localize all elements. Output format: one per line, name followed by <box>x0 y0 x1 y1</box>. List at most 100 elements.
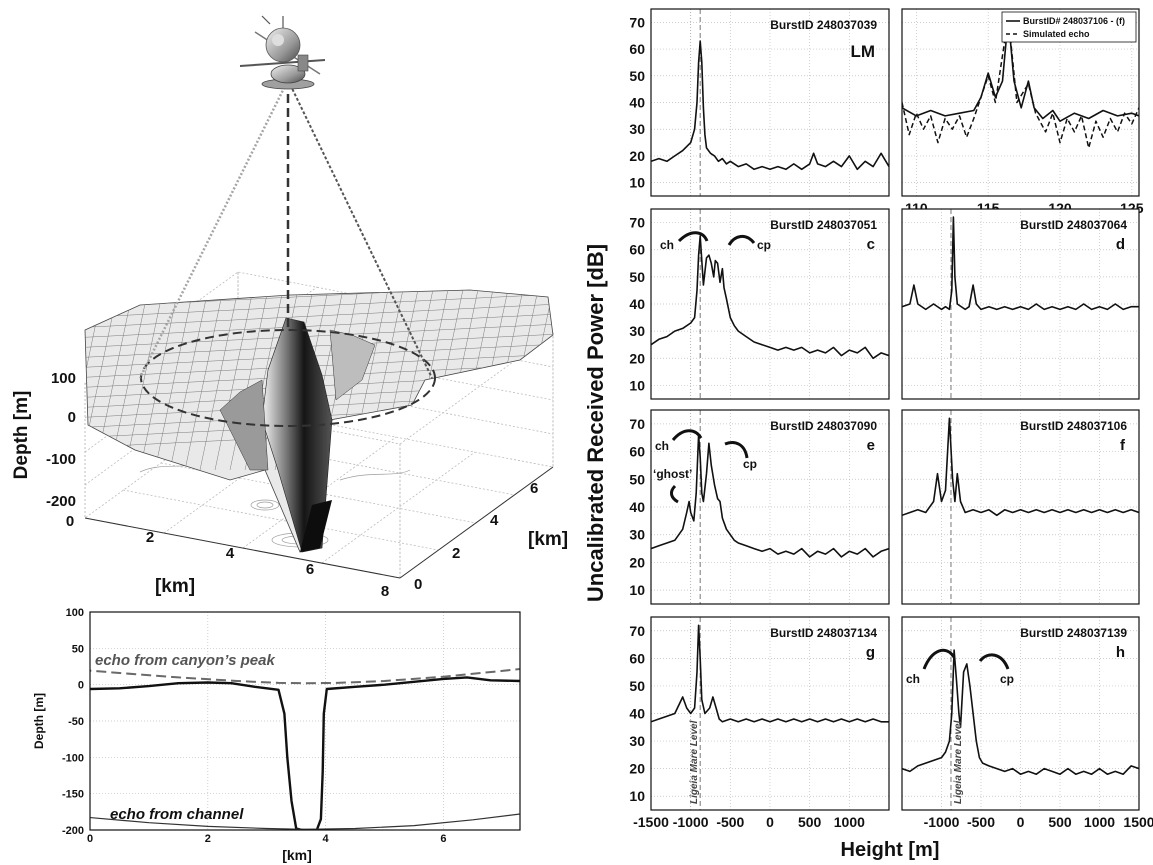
plot-frame <box>650 616 890 811</box>
annotation-cp: cp <box>743 457 757 471</box>
plot-frame <box>901 8 1140 197</box>
surface-ztick: -100 <box>46 451 76 468</box>
series-line <box>651 624 889 723</box>
series-line <box>90 676 520 830</box>
series-line <box>902 417 1139 517</box>
plot-frame <box>650 8 890 197</box>
y-tick-label: 50 <box>72 643 84 655</box>
x-tick-label: -500 <box>967 814 995 830</box>
y-tick-label: 30 <box>629 527 645 543</box>
x-tick-label: 1000 <box>1084 814 1115 830</box>
panel-letter: c <box>867 236 875 253</box>
y-tick-label: 40 <box>629 499 645 515</box>
annotation-channel: echo from channel <box>110 806 244 823</box>
y-tick-label: 10 <box>629 582 645 598</box>
annotation-cp: cp <box>1000 672 1014 686</box>
surface-ytick: 0 <box>414 576 422 593</box>
y-tick-label: 70 <box>629 14 645 30</box>
y-tick-label: 50 <box>629 68 645 84</box>
annotation-arrow <box>978 653 1010 670</box>
terrain-surface <box>84 289 554 553</box>
y-tick-label: -150 <box>62 789 84 801</box>
x-tick-label: 0 <box>87 833 93 845</box>
surface-xtick: 8 <box>381 583 389 600</box>
mesh-line <box>85 293 553 319</box>
y-tick-label: -100 <box>62 752 84 764</box>
mesh-line <box>85 303 553 329</box>
panel-letter: g <box>866 644 875 661</box>
mesh-line <box>85 313 553 339</box>
y-tick-label: 50 <box>629 678 645 694</box>
panel-c-chart: 10 20 30 40 50 60 70 BurstID 248037051 c ch cp <box>629 208 890 400</box>
surface-ztick: 100 <box>51 370 76 387</box>
surface-xtick: 0 <box>66 513 74 530</box>
panel-letter: f <box>1120 437 1126 454</box>
figure-ylabel: Uncalibrated Received Power [dB] <box>583 244 608 602</box>
series-line <box>902 216 1139 311</box>
series-line <box>902 649 1139 775</box>
x-tick-label: 4 <box>323 833 330 845</box>
panel-lm-chart: 10 20 30 40 50 60 70 BurstID 248037039 LM <box>629 8 890 197</box>
plot-frame <box>650 208 890 400</box>
series-line <box>90 813 520 830</box>
mesh-line <box>184 290 226 471</box>
ligeia-label-g: Ligeia Mare Level <box>689 720 700 804</box>
panel-letter: e <box>867 437 875 454</box>
plot-frame <box>901 616 1140 811</box>
beam-lines <box>138 79 433 379</box>
y-tick-label: -50 <box>68 716 84 728</box>
panel-letter: h <box>1116 644 1125 661</box>
x-tick-label: 1000 <box>834 814 865 830</box>
profile-xlabel: [km] <box>282 847 312 863</box>
annotation-arrow <box>922 648 956 670</box>
y-tick-label: 40 <box>629 296 645 312</box>
x-tick-label: 0 <box>1017 814 1025 830</box>
annotation-cp: cp <box>757 238 771 252</box>
annotation-arrow <box>677 231 709 243</box>
y-tick-label: 60 <box>629 650 645 666</box>
annotation-arrow <box>727 235 756 246</box>
annotation-ch: ch <box>906 672 920 686</box>
y-tick-label: 70 <box>629 215 645 231</box>
y-tick-label: 20 <box>629 761 645 777</box>
y-tick-label: 10 <box>629 175 645 191</box>
surface-xtick: 4 <box>226 545 235 562</box>
annotation-arrow <box>669 484 679 504</box>
series-line <box>90 668 520 685</box>
panel-letter: LM <box>850 42 875 61</box>
y-tick-label: 20 <box>629 350 645 366</box>
panel-f-chart: BurstID 248037106 f <box>901 409 1140 605</box>
surface-ytick: 4 <box>490 512 499 529</box>
y-tick-label: 60 <box>629 444 645 460</box>
panel-h-chart: -1000 -500 0 500 1000 1500 BurstID 248037139 h c… <box>901 616 1153 830</box>
y-tick-label: 60 <box>629 242 645 258</box>
panel-title: BurstID 248037039 <box>770 18 877 32</box>
surface-ytick: 2 <box>452 545 460 562</box>
y-tick-label: 70 <box>629 623 645 639</box>
y-tick-label: 20 <box>629 554 645 570</box>
plot-frame <box>650 409 890 605</box>
series-line <box>651 235 889 360</box>
x-tick-label: 500 <box>1048 814 1072 830</box>
profile-ylabel: Depth [m] <box>32 693 46 749</box>
x-tick-label: 2 <box>205 833 211 845</box>
spacecraft-icon <box>239 15 326 90</box>
surface-ztick: 0 <box>68 409 76 426</box>
y-tick-label: 20 <box>629 148 645 164</box>
surface-axis-labels: Depth [m] 100 0 -100 -200 0 2 4 6 8 [km]… <box>11 370 568 600</box>
mesh-line <box>139 290 181 471</box>
y-tick-label: 70 <box>629 416 645 432</box>
x-tick-label: 1500 <box>1123 814 1153 830</box>
annotation-arrow <box>724 441 749 459</box>
annotation-ch: ch <box>660 238 674 252</box>
panel-title: BurstID 248037064 <box>1020 218 1127 232</box>
y-tick-label: 0 <box>78 680 84 692</box>
x-tick-label: 0 <box>766 814 774 830</box>
plot-background <box>90 612 520 830</box>
surface-ytick: 6 <box>530 480 538 497</box>
plot-frame <box>89 611 521 831</box>
x-tick-label: -1500 <box>633 814 669 830</box>
y-tick-label: 10 <box>629 788 645 804</box>
legend-entry: BurstID# 248037106 - (f) <box>1023 16 1125 26</box>
